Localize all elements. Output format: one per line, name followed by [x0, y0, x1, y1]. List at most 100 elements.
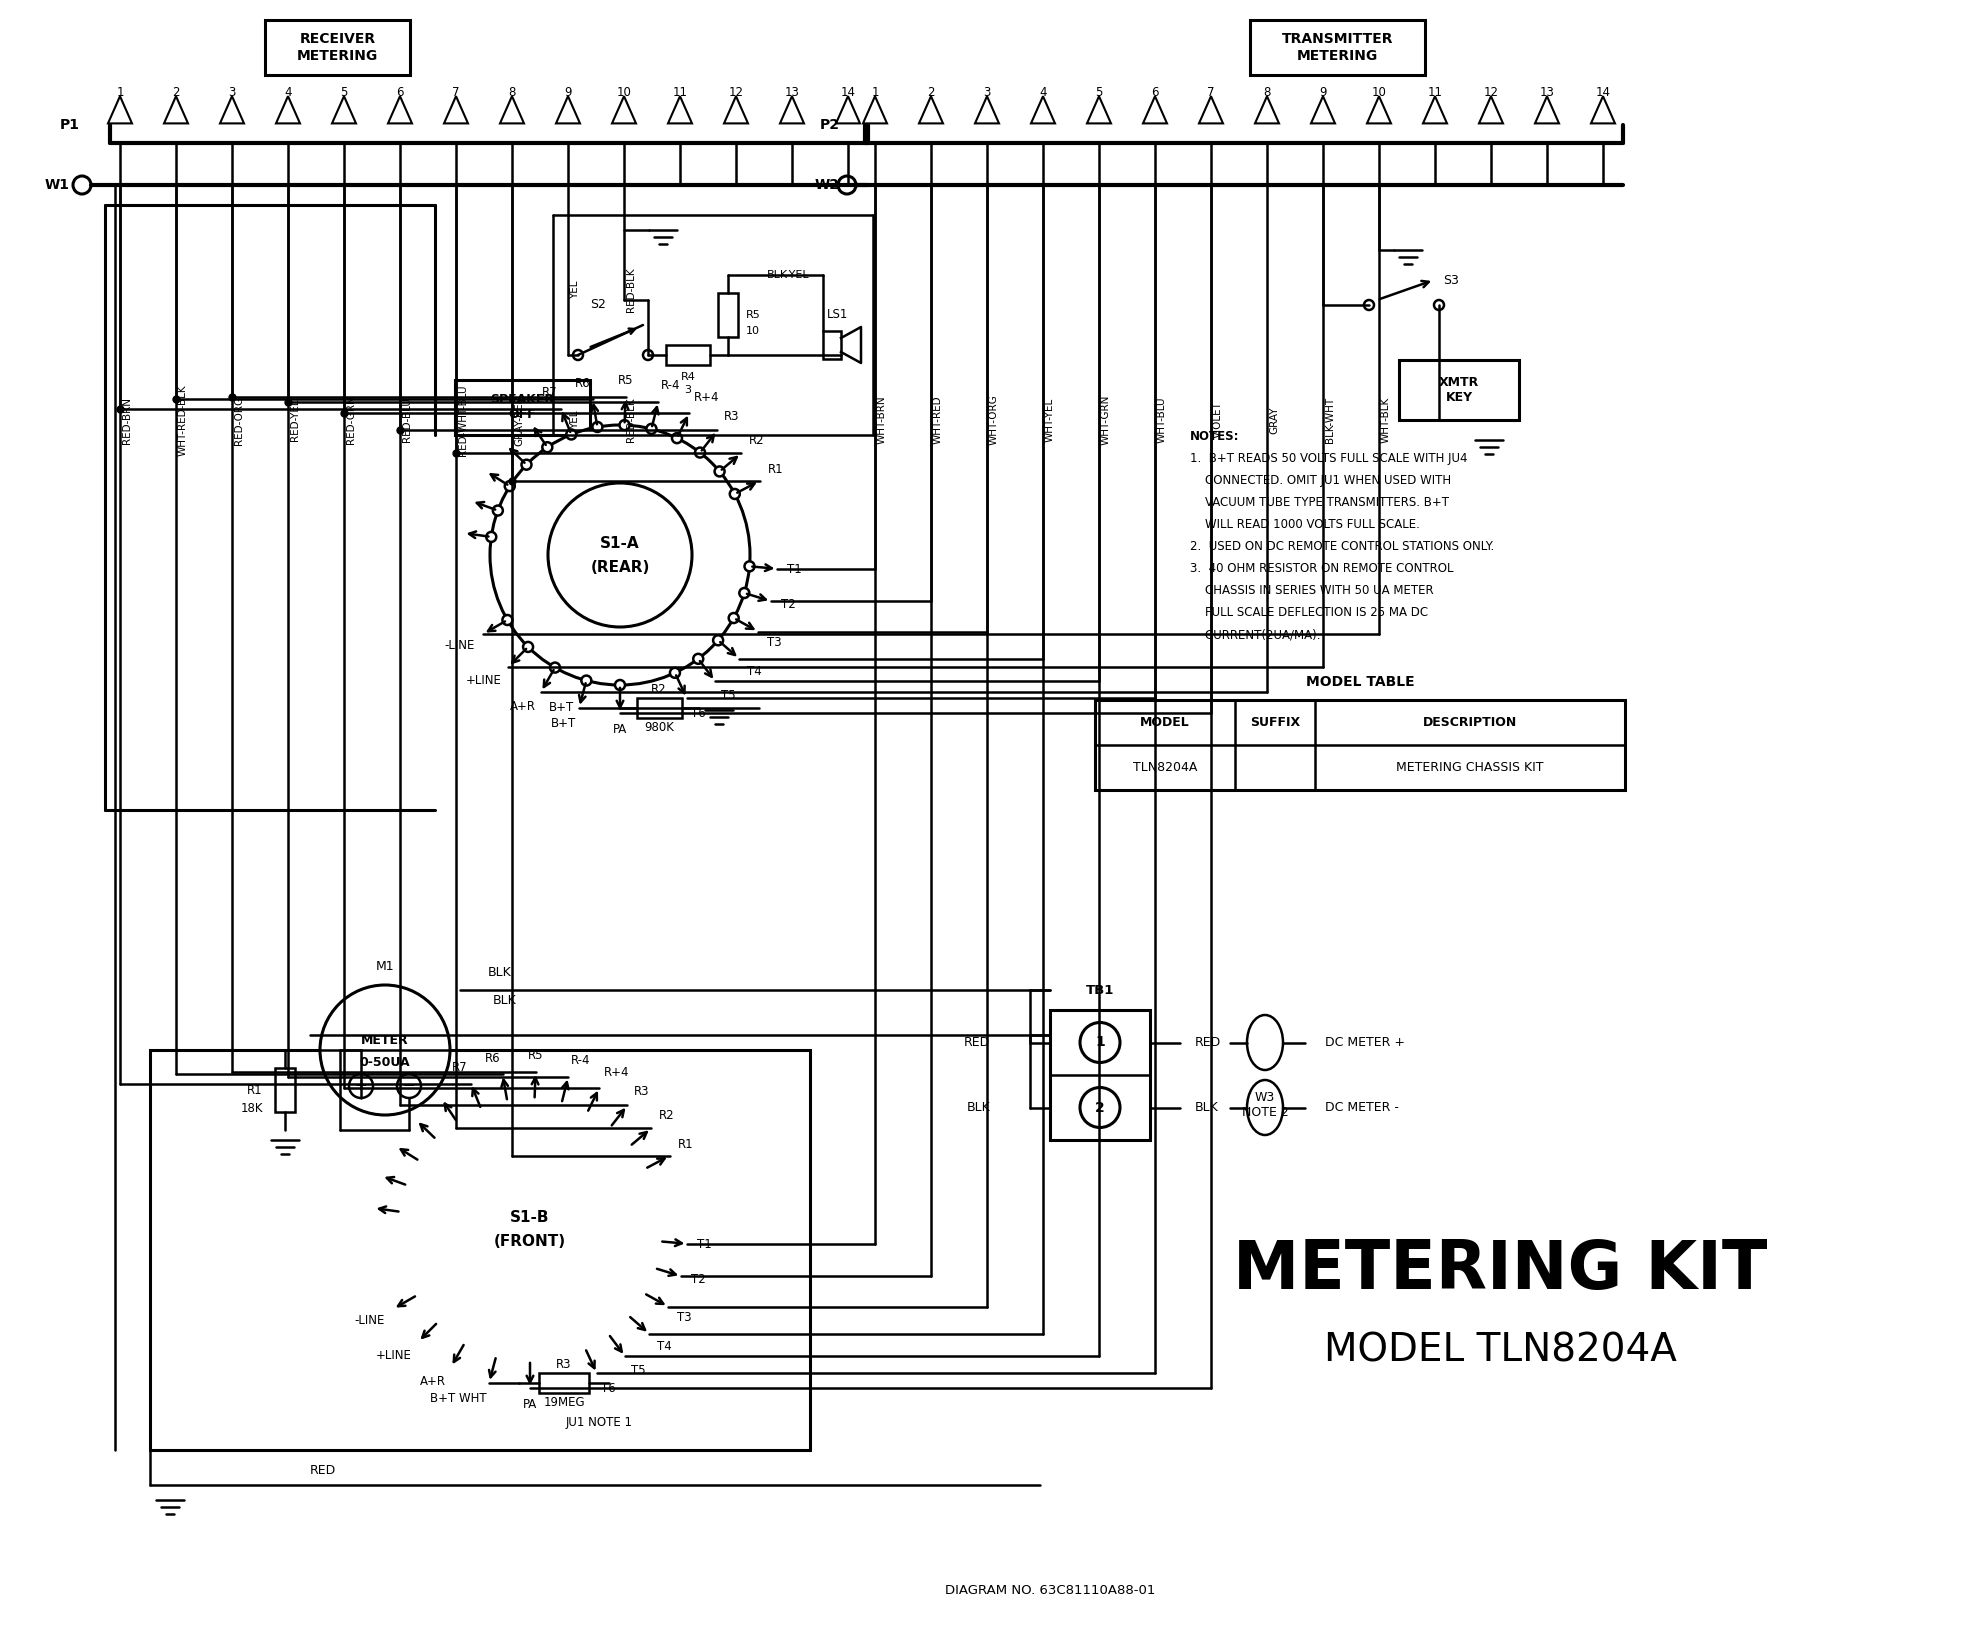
Circle shape: [603, 1328, 612, 1338]
Text: 14: 14: [1596, 87, 1610, 100]
Text: −: −: [402, 1078, 416, 1094]
Text: P1: P1: [61, 118, 80, 133]
Circle shape: [542, 442, 552, 452]
Circle shape: [715, 467, 724, 477]
Text: 4: 4: [285, 87, 292, 100]
Circle shape: [581, 675, 591, 686]
Text: LS1: LS1: [826, 308, 848, 321]
Text: METER: METER: [361, 1034, 408, 1047]
Text: FULL SCALE DEFLECTION IS 25 MA DC: FULL SCALE DEFLECTION IS 25 MA DC: [1190, 606, 1429, 619]
Circle shape: [654, 1237, 665, 1247]
Text: R6: R6: [485, 1052, 501, 1065]
Text: CURRENT(2UA/MA).: CURRENT(2UA/MA).: [1190, 627, 1321, 640]
Text: +LINE: +LINE: [465, 673, 501, 686]
Circle shape: [1080, 1022, 1121, 1063]
Polygon shape: [779, 97, 805, 123]
Text: S2: S2: [591, 298, 607, 311]
Text: 19MEG: 19MEG: [544, 1396, 585, 1409]
Text: BLK: BLK: [489, 965, 512, 978]
Text: (FRONT): (FRONT): [495, 1235, 565, 1250]
Text: 4: 4: [1038, 87, 1046, 100]
Polygon shape: [389, 97, 412, 123]
Text: R3: R3: [634, 1084, 650, 1097]
Text: T2: T2: [691, 1273, 705, 1286]
Circle shape: [524, 1355, 536, 1364]
Circle shape: [434, 1317, 444, 1327]
Polygon shape: [1590, 97, 1616, 123]
Polygon shape: [836, 97, 860, 123]
Text: A+R: A+R: [420, 1376, 446, 1389]
Text: 0-50UA: 0-50UA: [359, 1055, 410, 1068]
Circle shape: [556, 1099, 567, 1109]
Ellipse shape: [1247, 1016, 1284, 1070]
Text: +: +: [355, 1078, 367, 1094]
Text: NOTES:: NOTES:: [1190, 431, 1239, 442]
Polygon shape: [1199, 97, 1223, 123]
Circle shape: [349, 1075, 373, 1097]
Circle shape: [459, 1338, 469, 1348]
Polygon shape: [444, 97, 467, 123]
Polygon shape: [1535, 97, 1559, 123]
Polygon shape: [724, 97, 748, 123]
Circle shape: [740, 588, 750, 598]
Text: R3: R3: [724, 410, 738, 423]
Text: R7: R7: [542, 387, 557, 400]
Circle shape: [605, 1122, 614, 1132]
Text: 10: 10: [1372, 87, 1386, 100]
Circle shape: [593, 423, 603, 432]
Circle shape: [503, 614, 512, 626]
Circle shape: [693, 654, 703, 663]
Text: T6: T6: [691, 708, 707, 721]
Circle shape: [638, 1287, 648, 1297]
Circle shape: [522, 460, 532, 470]
Text: -LINE: -LINE: [353, 1314, 385, 1327]
Text: T3: T3: [677, 1312, 691, 1325]
Text: PA: PA: [522, 1397, 538, 1410]
Text: R5: R5: [746, 310, 762, 319]
Circle shape: [730, 490, 740, 500]
Text: METERING KIT: METERING KIT: [1233, 1237, 1767, 1302]
Text: WHT-BLU: WHT-BLU: [1156, 396, 1166, 444]
Text: 1: 1: [116, 87, 124, 100]
Circle shape: [493, 506, 503, 516]
Circle shape: [397, 1075, 420, 1097]
Text: RED-BRN: RED-BRN: [122, 396, 132, 444]
Text: CONNECTED. OMIT JU1 WHEN USED WITH: CONNECTED. OMIT JU1 WHEN USED WITH: [1190, 473, 1451, 486]
Text: RED-BLK: RED-BLK: [626, 398, 636, 442]
Circle shape: [614, 680, 624, 690]
Circle shape: [402, 1181, 412, 1191]
Text: R2: R2: [652, 683, 667, 696]
Circle shape: [669, 668, 679, 678]
Circle shape: [400, 1101, 660, 1360]
Text: WILL READ 1000 VOLTS FULL SCALE.: WILL READ 1000 VOLTS FULL SCALE.: [1190, 518, 1419, 531]
Circle shape: [451, 1117, 463, 1127]
Polygon shape: [1142, 97, 1166, 123]
Text: WHT-ORG: WHT-ORG: [989, 395, 999, 446]
Text: RED-GRN: RED-GRN: [345, 396, 355, 444]
Text: JU1 NOTE 1: JU1 NOTE 1: [565, 1417, 632, 1428]
Text: R2: R2: [748, 434, 764, 447]
Text: R+4: R+4: [693, 391, 718, 405]
Text: R+4: R+4: [605, 1066, 630, 1079]
Text: 8: 8: [508, 87, 516, 100]
Polygon shape: [277, 97, 300, 123]
Text: 980K: 980K: [644, 721, 673, 734]
Circle shape: [457, 1158, 603, 1302]
Bar: [265, 20, 410, 75]
Text: 2: 2: [927, 87, 934, 100]
Bar: [1095, 699, 1625, 790]
Text: 11: 11: [1427, 87, 1443, 100]
Text: WHT-BLK: WHT-BLK: [1382, 396, 1392, 444]
Text: R2: R2: [660, 1109, 675, 1122]
Text: 5: 5: [340, 87, 347, 100]
Polygon shape: [1254, 97, 1280, 123]
Circle shape: [522, 642, 534, 652]
Text: MODEL TLN8204A: MODEL TLN8204A: [1323, 1332, 1676, 1369]
Circle shape: [487, 532, 497, 542]
Text: B+T: B+T: [550, 701, 573, 714]
Text: MODEL: MODEL: [1141, 716, 1190, 729]
Text: WHT-BRN: WHT-BRN: [877, 396, 887, 444]
Text: 7: 7: [451, 87, 459, 100]
Text: TLN8204A: TLN8204A: [1133, 762, 1197, 775]
Text: M1: M1: [375, 960, 395, 973]
